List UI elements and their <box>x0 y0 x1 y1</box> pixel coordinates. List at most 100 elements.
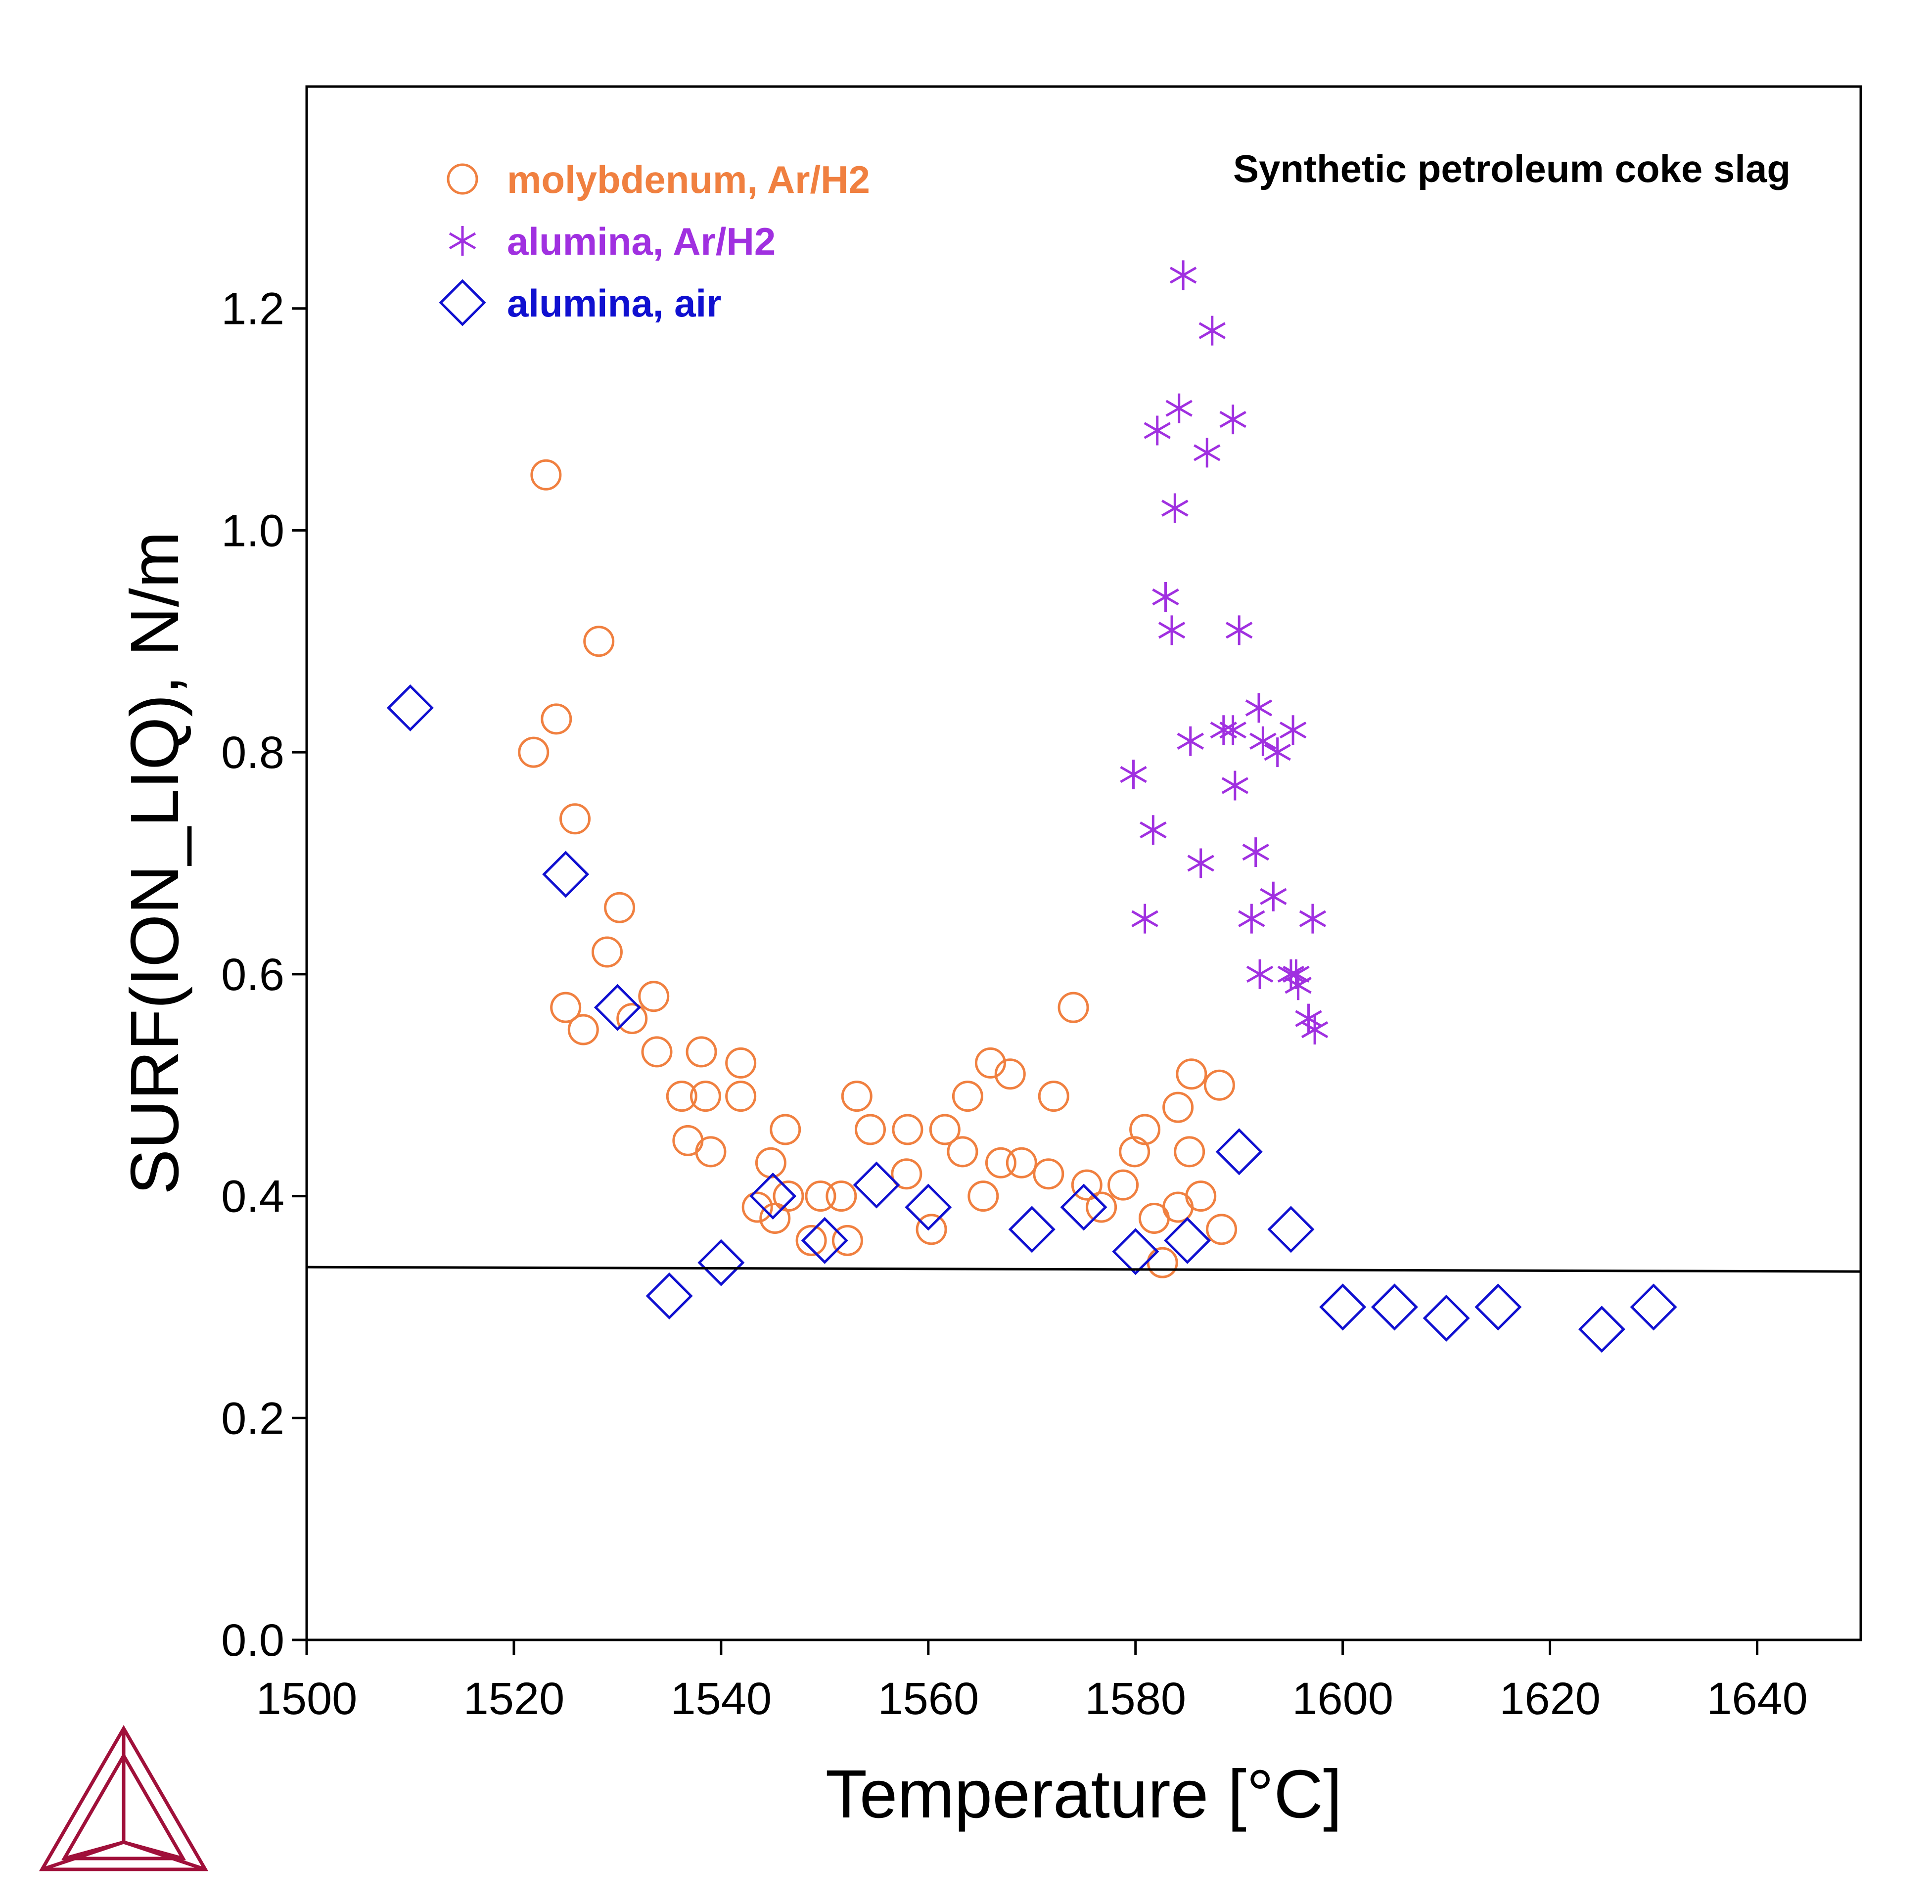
plot-background <box>307 87 1861 1640</box>
point-molybdenum-ar-h2-37 <box>974 1047 1006 1079</box>
point-alumina-ar-h2-4 <box>1152 582 1179 612</box>
point-molybdenum-ar-h2-5 <box>567 1014 599 1045</box>
legend-label-0: molybdenum, Ar/H2 <box>507 158 870 201</box>
point-alumina-ar-h2-17 <box>1225 615 1253 645</box>
y-tick-label: 0.2 <box>221 1393 284 1444</box>
point-alumina-ar-h2-31 <box>1301 1015 1329 1045</box>
point-alumina-air-10 <box>1060 1183 1107 1231</box>
point-molybdenum-ar-h2-39 <box>994 1058 1026 1090</box>
point-alumina-air-1 <box>542 851 590 898</box>
point-molybdenum-ar-h2-42 <box>1038 1081 1069 1112</box>
point-molybdenum-ar-h2-1 <box>530 459 562 491</box>
point-molybdenum-ar-h2-53 <box>1174 1136 1205 1168</box>
point-alumina-ar-h2-23 <box>1260 881 1287 911</box>
point-alumina-air-15 <box>1319 1283 1367 1331</box>
point-alumina-ar-h2-6 <box>1161 493 1189 523</box>
point-molybdenum-ar-h2-18 <box>725 1081 757 1112</box>
point-alumina-ar-h2-22 <box>1249 726 1277 756</box>
point-molybdenum-ar-h2-25 <box>805 1180 836 1212</box>
plot-frame <box>305 85 1862 1641</box>
x-tick-label: 1580 <box>1085 1674 1186 1724</box>
point-alumina-air-5 <box>749 1173 797 1220</box>
chart-annotation: Synthetic petroleum coke slag <box>1233 147 1791 190</box>
point-alumina-air-9 <box>1008 1206 1056 1253</box>
x-tick-label: 1620 <box>1499 1674 1601 1724</box>
point-alumina-air-7 <box>853 1161 900 1209</box>
y-axis: 0.0 0.2 0.4 0.6 0.8 1.0 1.2 <box>221 284 307 1666</box>
point-molybdenum-ar-h2-50 <box>1147 1247 1178 1278</box>
point-alumina-ar-h2-3 <box>1144 415 1171 446</box>
y-tick-label: 0.6 <box>221 950 284 1000</box>
point-molybdenum-ar-h2-4 <box>559 803 591 835</box>
point-alumina-air-12 <box>1163 1217 1211 1264</box>
point-molybdenum-ar-h2-2 <box>541 703 572 735</box>
x-tick-label: 1500 <box>256 1674 358 1724</box>
x-axis: 1500 1520 1540 1560 1580 1600 1620 1640 <box>256 1640 1808 1724</box>
point-molybdenum-ar-h2-44 <box>1071 1169 1103 1201</box>
legend-marker-1 <box>449 226 476 256</box>
x-axis-title: Temperature [°C] <box>826 1756 1342 1832</box>
x-tick-label: 1640 <box>1706 1674 1808 1724</box>
point-alumina-air-0 <box>386 684 434 731</box>
point-alumina-air-16 <box>1371 1283 1418 1331</box>
data-marks <box>306 260 1861 1353</box>
x-tick-label: 1600 <box>1292 1674 1393 1724</box>
point-alumina-ar-h2-20 <box>1245 693 1273 723</box>
legend-label-2: alumina, air <box>507 281 722 325</box>
point-alumina-ar-h2-9 <box>1177 726 1204 756</box>
point-alumina-air-18 <box>1474 1283 1522 1331</box>
point-alumina-ar-h2-19 <box>1242 837 1269 867</box>
point-alumina-air-13 <box>1215 1128 1263 1176</box>
point-alumina-ar-h2-29 <box>1295 1003 1322 1034</box>
calculated-line <box>306 1266 1861 1273</box>
point-molybdenum-ar-h2-12 <box>666 1081 697 1112</box>
point-molybdenum-ar-h2-55 <box>1185 1180 1217 1212</box>
point-molybdenum-ar-h2-14 <box>686 1036 717 1068</box>
point-molybdenum-ar-h2-19 <box>741 1191 773 1223</box>
point-alumina-ar-h2-7 <box>1165 393 1193 423</box>
point-alumina-air-19 <box>1578 1306 1625 1353</box>
point-alumina-ar-h2-24 <box>1264 737 1291 768</box>
point-alumina-air-20 <box>1630 1283 1677 1331</box>
point-molybdenum-ar-h2-21 <box>759 1202 791 1234</box>
y-tick-label: 1.0 <box>221 505 284 556</box>
point-molybdenum-ar-h2-3 <box>550 992 582 1023</box>
point-molybdenum-ar-h2-47 <box>1119 1136 1150 1168</box>
point-molybdenum-ar-h2-46 <box>1107 1169 1139 1201</box>
point-molybdenum-ar-h2-32 <box>916 1214 947 1245</box>
point-molybdenum-ar-h2-7 <box>591 936 623 968</box>
point-alumina-ar-h2-12 <box>1198 316 1226 346</box>
legend-marker-2 <box>439 279 486 326</box>
point-alumina-air-4 <box>697 1239 745 1286</box>
x-tick-label: 1520 <box>463 1674 565 1724</box>
point-molybdenum-ar-h2-15 <box>690 1081 721 1112</box>
point-alumina-ar-h2-5 <box>1158 615 1186 645</box>
point-molybdenum-ar-h2-54 <box>1176 1058 1207 1090</box>
point-molybdenum-ar-h2-34 <box>947 1136 978 1168</box>
point-alumina-air-3 <box>645 1272 693 1320</box>
point-molybdenum-ar-h2-43 <box>1058 992 1089 1023</box>
point-molybdenum-ar-h2-16 <box>695 1136 727 1168</box>
point-alumina-ar-h2-15 <box>1219 405 1246 435</box>
point-alumina-ar-h2-2 <box>1140 815 1167 845</box>
point-molybdenum-ar-h2-52 <box>1162 1091 1194 1123</box>
point-molybdenum-ar-h2-24 <box>795 1224 827 1256</box>
point-molybdenum-ar-h2-27 <box>831 1224 863 1256</box>
point-molybdenum-ar-h2-36 <box>967 1180 999 1212</box>
point-molybdenum-ar-h2-23 <box>773 1180 804 1212</box>
y-tick-label: 1.2 <box>221 284 284 334</box>
point-alumina-ar-h2-25 <box>1277 959 1305 989</box>
point-alumina-air-6 <box>801 1217 848 1264</box>
point-alumina-ar-h2-10 <box>1187 848 1214 878</box>
legend-marker-0 <box>447 163 478 195</box>
x-tick-label: 1560 <box>877 1674 979 1724</box>
point-molybdenum-ar-h2-38 <box>985 1147 1016 1179</box>
point-molybdenum-ar-h2-33 <box>929 1114 961 1145</box>
point-molybdenum-ar-h2-28 <box>841 1081 873 1112</box>
point-molybdenum-ar-h2-48 <box>1129 1114 1161 1145</box>
point-molybdenum-ar-h2-26 <box>826 1180 857 1212</box>
point-alumina-ar-h2-18 <box>1238 904 1265 934</box>
y-tick-label: 0.8 <box>221 727 284 778</box>
y-tick-label: 0.4 <box>221 1172 284 1222</box>
point-alumina-ar-h2-1 <box>1131 904 1158 934</box>
